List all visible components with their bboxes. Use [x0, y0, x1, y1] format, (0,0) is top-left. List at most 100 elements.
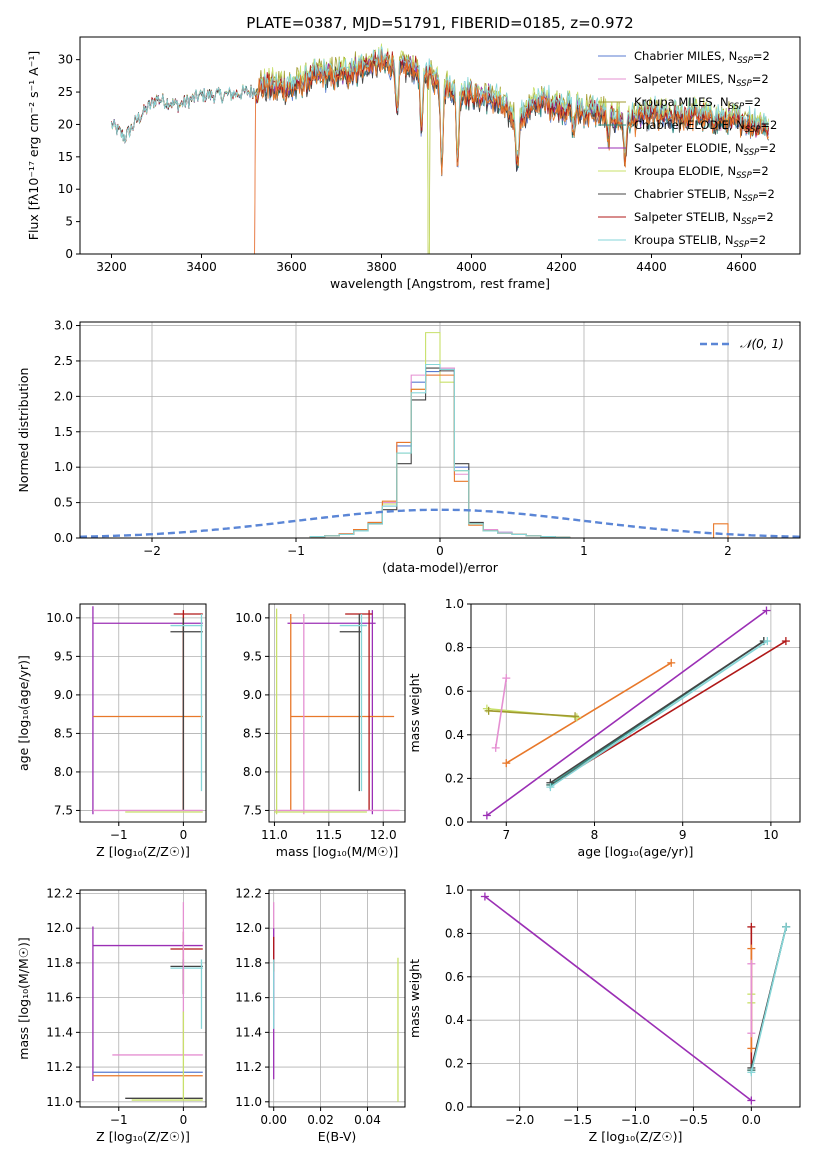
x-tick-label: −1 [110, 828, 128, 842]
legend-entry: Chabrier ELODIE, NSSP=2 [634, 118, 777, 135]
x-tick-label: 11.0 [261, 828, 288, 842]
age-vs-mass-panel: 11.0 11.5 12.0 7.5 8.0 8.5 9.0 9.5 10.0 mass [log… [235, 603, 406, 859]
x-tick-label: 0 [180, 1113, 188, 1127]
x-tick-label: 3600 [276, 260, 307, 274]
x-tick-label: 11.5 [315, 828, 342, 842]
axes-frame [268, 889, 406, 1108]
x-axis-label: Z [log₁₀(Z/Z☉)] [96, 844, 190, 859]
y-tick-label: 25 [58, 85, 73, 99]
legend-entry: Chabrier STELIB, NSSP=2 [634, 187, 775, 204]
y-tick-label: 15 [58, 150, 73, 164]
axes-frame [79, 603, 207, 823]
y-tick-label: 0.0 [54, 531, 73, 545]
x-tick-label: 3200 [96, 260, 127, 274]
spectrum-series-line [111, 55, 769, 254]
x-tick-label: 3800 [366, 260, 397, 274]
residual-histogram-panel: −2 −1 0 1 2 0.0 0.5 1.0 1.5 2.0 2.5 3.0 (data-model)… [16, 319, 801, 575]
spectrum-panel: 3200 3400 3600 3800 4000 4200 4400 4600 0 5 10 15 20… [26, 36, 801, 291]
mass-vs-metallicity-panel: −1 0 11.0 11.2 11.4 11.6 11.8 12.0 12.2 Z [log₁₀(… [16, 886, 207, 1144]
y-tick-label: 12.0 [46, 921, 73, 935]
series-line [750, 926, 787, 1073]
y-tick-label: 11.8 [46, 956, 73, 970]
y-tick-label: 0.8 [445, 641, 464, 655]
x-tick-label: 12.0 [370, 828, 397, 842]
age-vs-metallicity-panel: −1 0 7.5 8.0 8.5 9.0 9.5 10.0 Z [log₁₀(Z/Z☉)] age… [16, 603, 207, 859]
y-tick-label: 0.0 [445, 815, 464, 829]
x-tick-label: 0.00 [260, 1113, 287, 1127]
y-axis-label: Normed distribution [16, 368, 31, 493]
legend-entry: Kroupa ELODIE, NSSP=2 [634, 164, 769, 181]
legend-entry: Salpeter ELODIE, NSSP=2 [634, 141, 776, 158]
y-tick-label: 20 [58, 117, 73, 131]
y-tick-label: 0.4 [445, 728, 464, 742]
x-tick-label: −0.5 [679, 1113, 708, 1127]
legend-entry: Chabrier MILES, NSSP=2 [634, 49, 770, 66]
y-tick-label: 9.0 [243, 688, 262, 702]
y-tick-label: 1.5 [54, 425, 73, 439]
y-tick-label: 0.2 [445, 771, 464, 785]
x-tick-label: −2.0 [505, 1113, 534, 1127]
x-tick-label: 4200 [546, 260, 577, 274]
x-tick-label: 0 [180, 828, 188, 842]
x-axis-label: mass [log₁₀(M/M☉)] [276, 844, 398, 859]
y-tick-label: 11.4 [46, 1025, 73, 1039]
x-axis-label: age [log₁₀(age/yr)] [578, 844, 694, 859]
y-tick-label: 8.5 [54, 726, 73, 740]
y-tick-label: 7.5 [54, 803, 73, 817]
x-tick-label: 7 [502, 828, 510, 842]
y-tick-label: 10.0 [46, 611, 73, 625]
x-axis-label: E(B-V) [318, 1129, 357, 1144]
legend-entry: 𝒩(0, 1) [740, 337, 784, 351]
y-tick-label: 0.2 [445, 1057, 464, 1071]
y-tick-label: 11.6 [46, 991, 73, 1005]
x-axis-label: Z [log₁₀(Z/Z☉)] [589, 1129, 683, 1144]
y-tick-label: 5 [65, 215, 73, 229]
y-tick-label: 0.8 [445, 926, 464, 940]
y-tick-label: 0.6 [445, 684, 464, 698]
series-line [484, 895, 752, 1102]
y-tick-label: 0.0 [445, 1100, 464, 1114]
spectrum-series-line [111, 46, 769, 159]
x-tick-label: 0.02 [307, 1113, 334, 1127]
y-tick-label: 2.0 [54, 389, 73, 403]
x-tick-label: 0 [436, 544, 444, 558]
y-tick-label: 9.5 [54, 649, 73, 663]
x-axis-label: (data-model)/error [382, 560, 499, 575]
legend-entry: Kroupa MILES, NSSP=2 [634, 95, 761, 112]
series-line [549, 640, 765, 784]
y-tick-label: 0.5 [54, 496, 73, 510]
x-axis-label: wavelength [Angstrom, rest frame] [330, 276, 550, 291]
y-tick-label: 0.4 [445, 1013, 464, 1027]
series-line [486, 609, 767, 817]
y-tick-label: 10.0 [235, 611, 262, 625]
x-tick-label: 1 [580, 544, 588, 558]
histogram-outlier-bin [713, 523, 729, 538]
y-tick-label: 12.0 [235, 921, 262, 935]
x-tick-label: −1 [110, 1113, 128, 1127]
y-tick-label: 2.5 [54, 354, 73, 368]
y-tick-label: 0 [65, 247, 73, 261]
series-line [505, 662, 672, 764]
x-tick-label: −2 [143, 544, 161, 558]
x-tick-label: 10 [763, 828, 778, 842]
y-tick-label: 11.2 [46, 1060, 73, 1074]
x-tick-label: −1 [287, 544, 305, 558]
y-tick-label: 12.2 [235, 886, 262, 900]
series-line [488, 710, 576, 718]
massweight-vs-metallicity-panel: −2.0 −1.5 −1.0 −0.5 0.0 0.0 0.2 0.4 0.6 0.8 1.0 Z [… [407, 883, 801, 1144]
y-tick-label: 30 [58, 53, 73, 67]
series-line [494, 677, 508, 749]
y-tick-label: 11.8 [235, 956, 262, 970]
x-tick-label: 2 [724, 544, 732, 558]
x-tick-label: 4600 [726, 260, 757, 274]
y-tick-label: 11.4 [235, 1025, 262, 1039]
x-axis-label: Z [log₁₀(Z/Z☉)] [96, 1129, 190, 1144]
x-tick-label: 4000 [456, 260, 487, 274]
x-tick-label: 8 [591, 828, 599, 842]
y-axis-label: mass weight [407, 959, 422, 1038]
y-tick-label: 9.0 [54, 688, 73, 702]
y-axis-label: Flux [fλ10⁻¹⁷ erg cm⁻² s⁻¹ A⁻¹] [26, 51, 41, 240]
legend-entry: Salpeter STELIB, NSSP=2 [634, 210, 774, 227]
y-tick-label: 1.0 [54, 460, 73, 474]
y-tick-label: 1.0 [445, 597, 464, 611]
